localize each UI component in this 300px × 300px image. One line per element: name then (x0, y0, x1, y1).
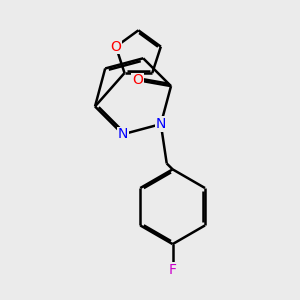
Text: O: O (110, 40, 122, 54)
Text: N: N (118, 127, 128, 141)
Text: F: F (169, 263, 177, 277)
Text: O: O (132, 73, 143, 87)
Text: N: N (156, 117, 166, 131)
